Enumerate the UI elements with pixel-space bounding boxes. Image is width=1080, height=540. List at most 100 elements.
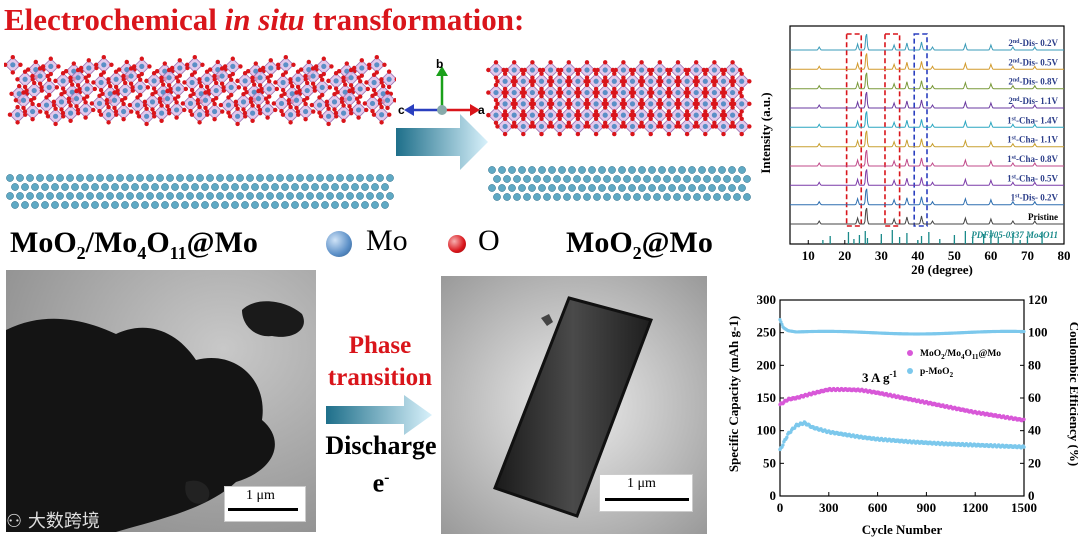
o-atom <box>377 101 383 106</box>
mo-atom <box>356 107 362 113</box>
o-atom <box>739 94 744 99</box>
o-atom <box>28 98 34 103</box>
mo-substrate-atom <box>498 166 506 174</box>
mo-atom <box>149 99 156 105</box>
o-atom <box>739 131 744 137</box>
xrd-xtick-label: 60 <box>984 248 997 263</box>
mo-substrate-atom <box>588 166 596 174</box>
o-atom <box>212 116 217 122</box>
mo-substrate-atom <box>608 166 616 174</box>
o-atom <box>521 116 526 121</box>
mo-substrate-atom <box>693 175 701 183</box>
o-atom <box>280 87 286 93</box>
mo-substrate-atom <box>81 201 89 209</box>
mo-substrate-atom <box>673 193 681 201</box>
mo-substrate-atom <box>261 183 269 191</box>
mo-atom <box>293 97 300 103</box>
mo-substrate-atom <box>61 201 69 209</box>
mo-substrate-atom <box>638 166 646 174</box>
o-atom <box>30 101 35 107</box>
o-atom <box>577 90 582 95</box>
mo-atom <box>304 87 310 94</box>
o-atom <box>379 80 384 85</box>
mo-substrate-atom <box>743 193 751 201</box>
o-atom <box>268 58 273 63</box>
o-atom <box>603 60 608 65</box>
mo-substrate-atom <box>196 174 204 182</box>
o-atom <box>394 77 396 82</box>
scale-bar-left <box>228 508 298 511</box>
mo-atom <box>639 89 645 96</box>
o-atom <box>286 98 292 103</box>
o-atom <box>70 82 75 87</box>
mo-substrate-atom <box>628 166 636 174</box>
xrd-xtick-label: 10 <box>802 248 815 263</box>
o-atom <box>495 79 500 84</box>
o-atom <box>74 88 79 94</box>
o-atom <box>379 77 384 82</box>
mo-substrate-atom <box>513 175 521 183</box>
phase-transition-arrow <box>326 395 432 435</box>
mo-substrate-atom <box>648 166 656 174</box>
mo-atom <box>341 110 347 116</box>
mo-substrate-atom <box>86 174 94 182</box>
mo-substrate-atom <box>56 192 64 200</box>
mo-substrate-atom <box>533 175 541 183</box>
o-atom <box>721 86 726 92</box>
mo-atom <box>43 102 50 108</box>
o-atom <box>221 85 226 90</box>
mo-atom <box>310 73 316 79</box>
mo-substrate-atom <box>46 192 54 200</box>
o-atom <box>612 94 617 99</box>
mo-atom <box>566 67 572 73</box>
mo-atom <box>620 67 626 73</box>
mo-substrate-atom <box>161 201 169 209</box>
mo-substrate-atom <box>26 192 34 200</box>
mo-substrate-atom <box>728 166 736 174</box>
o-atom <box>584 98 590 103</box>
o-atom <box>577 67 582 73</box>
mo-atom <box>493 67 499 73</box>
mo-legend-label: Mo <box>366 224 408 257</box>
o-atom <box>139 56 144 61</box>
mo-atom <box>575 78 581 84</box>
o-atom <box>66 96 72 101</box>
o-atom <box>630 109 635 114</box>
mo-substrate-atom <box>226 174 234 182</box>
xrd-pattern <box>790 130 1064 148</box>
o-atom <box>382 62 387 67</box>
mo-substrate-atom <box>161 183 169 191</box>
o-atom <box>219 66 225 71</box>
o-atom <box>595 90 600 95</box>
mo-atom <box>111 97 118 103</box>
o-atom <box>220 109 225 114</box>
o-atom <box>37 66 43 71</box>
mo-substrate-atom <box>106 192 114 200</box>
o-atom <box>204 84 210 90</box>
mo-atom <box>711 89 717 96</box>
mo-atom <box>15 112 21 118</box>
o-atom <box>539 94 544 99</box>
cyc-legend-label: p-MoO2 <box>920 367 954 379</box>
o-atom <box>17 83 22 89</box>
o-atom <box>252 82 257 87</box>
o-atom <box>238 64 243 69</box>
o-atom <box>136 73 141 79</box>
o-atom <box>648 94 653 99</box>
o-atom <box>630 94 635 99</box>
o-atom <box>657 98 662 103</box>
mo-substrate-atom <box>351 183 359 191</box>
o-atom <box>326 78 331 84</box>
o-atom <box>174 115 179 120</box>
mo-atom <box>22 76 28 82</box>
o-atom <box>621 82 626 88</box>
axis-b-label: b <box>436 58 443 71</box>
mo-substrate-atom <box>663 193 671 201</box>
mo-substrate-atom <box>56 174 64 182</box>
mo-atom <box>265 107 271 113</box>
mo-substrate-atom <box>718 184 726 192</box>
o-atom <box>257 67 263 73</box>
o-atom <box>83 100 88 105</box>
o-atom <box>332 92 337 97</box>
mo-substrate-atom <box>336 174 344 182</box>
